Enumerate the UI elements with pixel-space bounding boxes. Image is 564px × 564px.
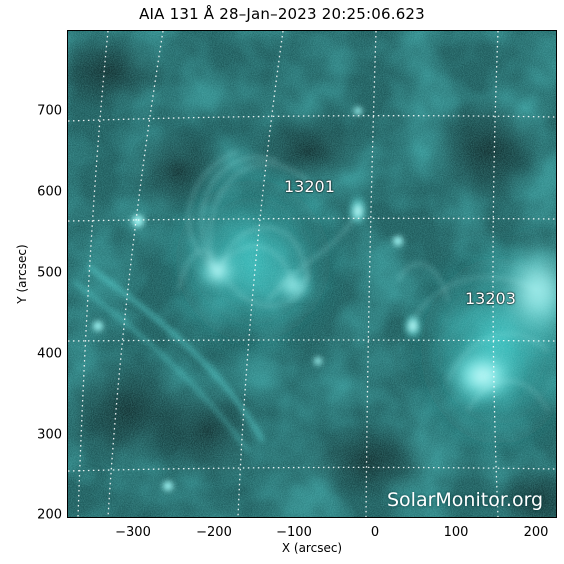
y-tick-label: 700 — [37, 103, 62, 119]
y-tick-label: 200 — [37, 507, 62, 523]
y-tick-label: 300 — [37, 427, 62, 443]
x-tick-label: 200 — [523, 525, 549, 540]
y-tick-label: 500 — [37, 265, 62, 281]
x-tick-label: −200 — [196, 525, 232, 540]
image-title: AIA 131 Å 28–Jan–2023 20:25:06.623 — [139, 5, 425, 23]
x-tick-label: 100 — [443, 525, 469, 540]
heliographic-grid — [68, 31, 556, 517]
active-region-label-13201: 13201 — [284, 177, 335, 196]
x-tick-label: −300 — [115, 525, 151, 540]
aia-131-image — [68, 31, 556, 517]
active-region-label-13203: 13203 — [465, 289, 516, 308]
y-axis-label: Y (arcsec) — [15, 244, 29, 304]
y-tick-label: 600 — [37, 184, 62, 200]
solarmonitor-watermark: SolarMonitor.org — [387, 489, 544, 511]
image-noise — [68, 31, 556, 517]
y-tick-label: 400 — [37, 346, 62, 362]
x-tick-label: 0 — [370, 525, 380, 540]
solar-image-panel: 13201 13203 SolarMonitor.org — [67, 30, 557, 518]
x-tick-label: −100 — [276, 525, 312, 540]
x-axis-label: X (arcsec) — [281, 541, 343, 555]
